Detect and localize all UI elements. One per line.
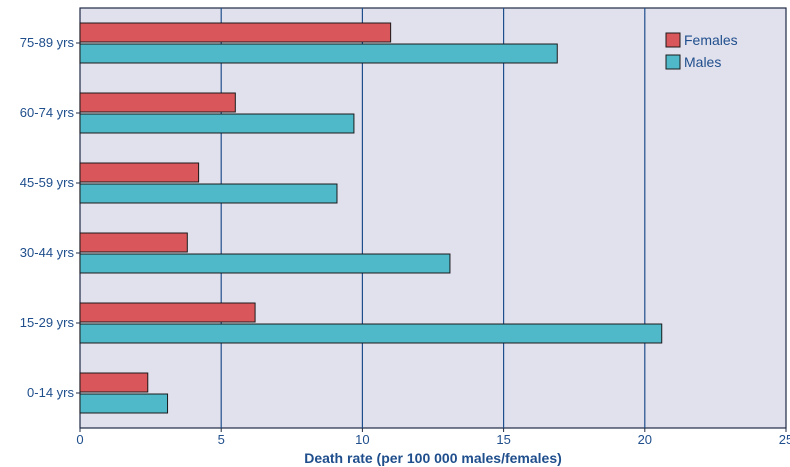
x-tick-label: 5 xyxy=(218,432,225,447)
x-tick-label: 10 xyxy=(355,432,369,447)
bar-females-75-89-yrs xyxy=(79,22,392,43)
bar-males-75-89-yrs xyxy=(79,43,558,64)
x-tick-label: 20 xyxy=(638,432,652,447)
bar-females-30-44-yrs xyxy=(79,232,188,253)
plot-area xyxy=(79,7,787,429)
bar-males-45-59-yrs xyxy=(79,183,338,204)
bar-females-0-14-yrs xyxy=(79,372,149,393)
bar-females-45-59-yrs xyxy=(79,162,200,183)
legend-label-males: Males xyxy=(684,54,721,70)
x-tick-label: 25 xyxy=(779,432,790,447)
y-tick-label: 75-89 yrs xyxy=(20,35,75,50)
y-tick-label: 60-74 yrs xyxy=(20,105,75,120)
bar-females-60-74-yrs xyxy=(79,92,236,113)
y-tick-label: 15-29 yrs xyxy=(20,315,75,330)
y-tick-label: 30-44 yrs xyxy=(20,245,75,260)
bar-males-60-74-yrs xyxy=(79,113,355,134)
x-tick-label: 0 xyxy=(76,432,83,447)
legend-swatch-females xyxy=(665,32,681,48)
bar-males-30-44-yrs xyxy=(79,253,451,274)
x-axis-title: Death rate (per 100 000 males/females) xyxy=(304,450,562,466)
bar-males-15-29-yrs xyxy=(79,323,663,344)
y-tick-label: 45-59 yrs xyxy=(20,175,75,190)
bar-females-15-29-yrs xyxy=(79,302,256,323)
legend-label-females: Females xyxy=(684,32,738,48)
x-tick-label: 15 xyxy=(496,432,510,447)
legend-swatch-males xyxy=(665,54,681,70)
bar-males-0-14-yrs xyxy=(79,393,169,414)
y-tick-label: 0-14 yrs xyxy=(27,385,74,400)
